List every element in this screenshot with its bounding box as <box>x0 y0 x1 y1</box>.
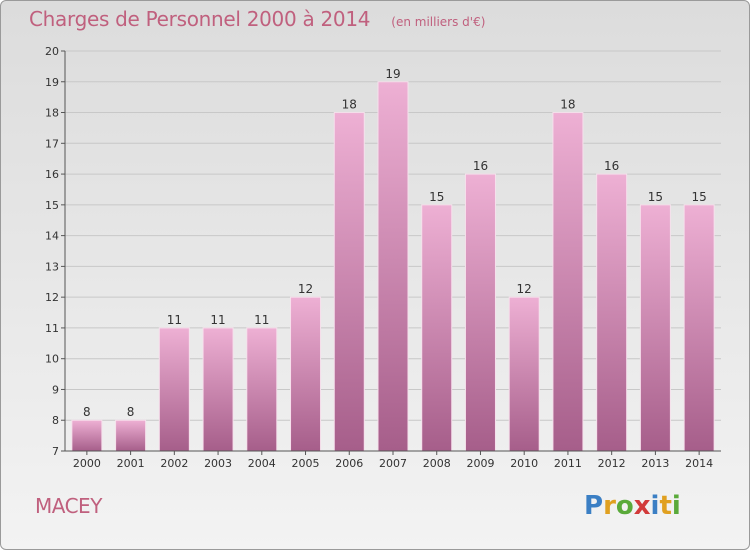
x-tick-label: 2010 <box>510 457 538 470</box>
chart-header: Charges de Personnel 2000 à 2014 (en mil… <box>29 7 485 31</box>
bar-2009 <box>464 173 496 452</box>
y-tick-label: 13 <box>45 260 59 273</box>
y-tick-label: 14 <box>45 230 59 243</box>
x-tick-label: 2003 <box>204 457 232 470</box>
y-tick-label: 7 <box>52 445 59 458</box>
y-tick-label: 9 <box>52 383 59 396</box>
chart-title: Charges de Personnel 2000 à 2014 <box>29 7 371 31</box>
bar-value-label: 18 <box>342 98 357 112</box>
axes: 7 8 9 10 11 12 13 14 15 16 17 18 19 20 2000 2001 2002 200… <box>45 45 721 470</box>
bars: 8 8 11 11 11 12 18 19 15 16 12 18 16 15 15 <box>71 67 715 452</box>
bar-2004 <box>246 327 278 452</box>
y-tick-label: 17 <box>45 137 59 150</box>
bar-2011 <box>552 112 584 452</box>
city-name: MACEY <box>35 494 102 518</box>
y-tick-label: 8 <box>52 414 59 427</box>
x-tick-label: 2011 <box>554 457 582 470</box>
bar-value-label: 15 <box>429 190 444 204</box>
x-tick-label: 2008 <box>423 457 451 470</box>
bar-value-label: 11 <box>254 313 269 327</box>
bar-2005 <box>290 296 322 452</box>
bar-value-label: 18 <box>560 98 575 112</box>
bar-value-label: 16 <box>604 159 619 173</box>
x-tick-label: 2002 <box>160 457 188 470</box>
bar-2012 <box>596 173 628 452</box>
x-tick-label: 2009 <box>466 457 494 470</box>
x-tick-label: 2012 <box>598 457 626 470</box>
bar-value-label: 11 <box>210 313 225 327</box>
bar-2013 <box>639 204 671 452</box>
bar-value-label: 12 <box>517 282 532 296</box>
x-tick-label: 2004 <box>248 457 276 470</box>
chart-unit: (en milliers d'€) <box>391 15 486 29</box>
bar-2008 <box>421 204 453 452</box>
bar-value-label: 16 <box>473 159 488 173</box>
proxiti-logo[interactable]: Proxiti <box>584 491 681 521</box>
bar-2003 <box>202 327 234 452</box>
x-tick-label: 2014 <box>685 457 713 470</box>
y-tick-label: 12 <box>45 291 59 304</box>
x-tick-label: 2007 <box>379 457 407 470</box>
y-tick-label: 20 <box>45 45 59 58</box>
x-tick-label: 2001 <box>117 457 145 470</box>
x-tick-label: 2005 <box>292 457 320 470</box>
bar-2000 <box>71 419 103 452</box>
bar-value-label: 15 <box>691 190 706 204</box>
bar-value-label: 19 <box>385 67 400 81</box>
x-tick-label: 2013 <box>641 457 669 470</box>
bar-2014 <box>683 204 715 452</box>
bar-value-label: 11 <box>167 313 182 327</box>
y-tick-label: 18 <box>45 107 59 120</box>
y-tick-label: 15 <box>45 199 59 212</box>
y-tick-label: 19 <box>45 76 59 89</box>
bar-value-label: 15 <box>648 190 663 204</box>
bar-2007 <box>377 81 409 452</box>
y-tick-label: 11 <box>45 322 59 335</box>
x-tick-label: 2006 <box>335 457 363 470</box>
bar-2006 <box>333 112 365 452</box>
x-tick-label: 2000 <box>73 457 101 470</box>
y-tick-label: 16 <box>45 168 59 181</box>
bar-2002 <box>158 327 190 452</box>
bar-value-label: 8 <box>127 405 135 419</box>
bar-2010 <box>508 296 540 452</box>
y-tick-label: 10 <box>45 353 59 366</box>
bar-value-label: 8 <box>83 405 91 419</box>
bar-2001 <box>115 419 147 452</box>
bar-value-label: 12 <box>298 282 313 296</box>
